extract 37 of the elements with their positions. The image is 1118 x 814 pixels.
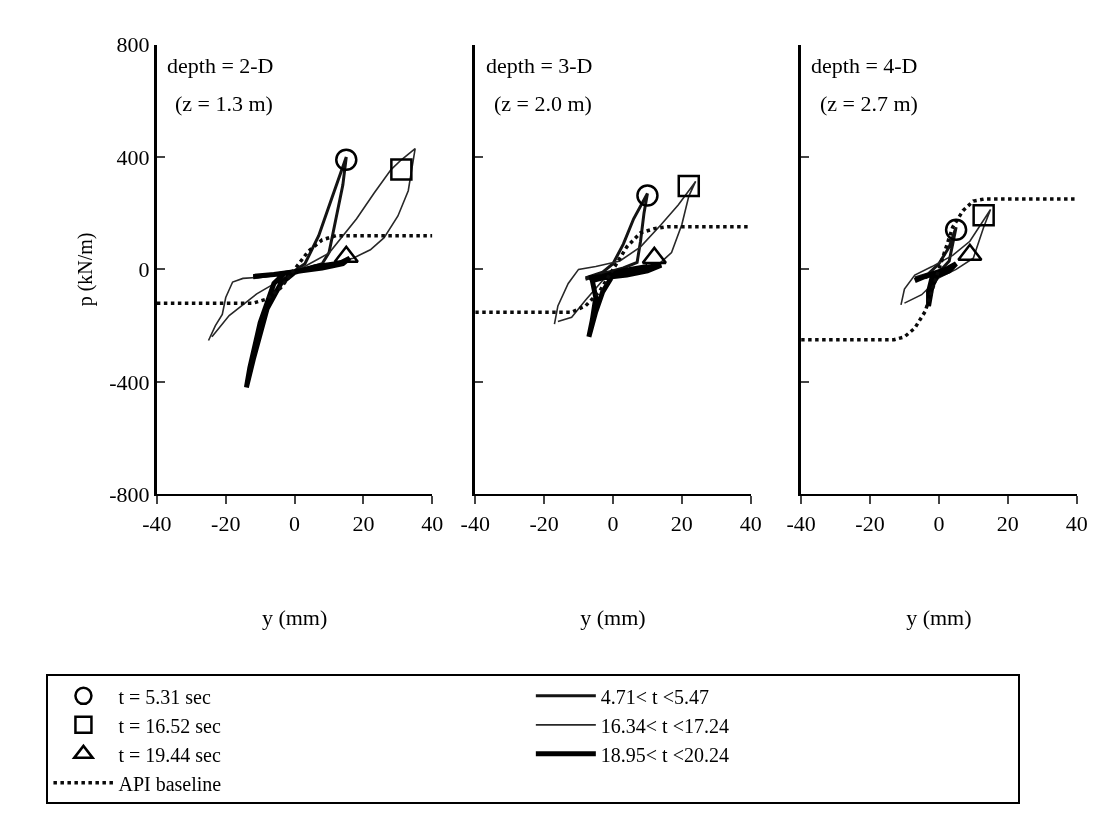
y-axis-title: p (kN/m) — [73, 232, 97, 307]
x-axis-title: y (mm) — [580, 605, 646, 631]
annotation: (z = 1.3 m) — [175, 91, 273, 116]
annotation: depth = 3-D — [486, 53, 593, 78]
x-tick-label: -40 — [142, 510, 172, 536]
x-tick-label: -20 — [529, 510, 559, 536]
x-tick-label: 20 — [670, 510, 693, 536]
x-tick-label: 0 — [289, 510, 301, 536]
x-tick-label: 20 — [996, 510, 1019, 536]
x-tick-label: 40 — [739, 510, 762, 536]
y-tick-label: 800 — [116, 32, 150, 58]
annotation: depth = 2-D — [167, 53, 274, 78]
annotation: (z = 2.0 m) — [494, 91, 592, 116]
legend-label: t = 19.44 sec — [118, 743, 221, 766]
legend-label: 18.95< t <20.24 — [600, 743, 729, 766]
x-tick-label: -40 — [460, 510, 490, 536]
x-tick-label: -20 — [211, 510, 241, 536]
legend-label: 4.71< t <5.47 — [600, 685, 709, 708]
y-tick-label: 400 — [116, 144, 150, 170]
x-axis-title: y (mm) — [906, 605, 972, 631]
legend-label: t = 16.52 sec — [118, 714, 221, 737]
x-tick-label: -20 — [855, 510, 885, 536]
x-tick-label: -40 — [786, 510, 816, 536]
y-tick-label: 0 — [138, 257, 150, 283]
annotation: (z = 2.7 m) — [820, 91, 918, 116]
y-tick-label: -400 — [109, 369, 150, 395]
x-tick-label: 40 — [421, 510, 444, 536]
legend-label: API baseline — [118, 772, 222, 795]
y-tick-label: -800 — [109, 482, 150, 507]
x-tick-label: 20 — [352, 510, 375, 536]
x-tick-label: 40 — [1065, 510, 1088, 536]
annotation: depth = 4-D — [811, 53, 918, 78]
x-tick-label: 0 — [933, 510, 945, 536]
x-axis-title: y (mm) — [261, 605, 328, 631]
x-tick-label: 0 — [607, 510, 619, 536]
legend-label: t = 5.31 sec — [118, 685, 211, 708]
legend-label: 16.34< t <17.24 — [600, 714, 729, 737]
